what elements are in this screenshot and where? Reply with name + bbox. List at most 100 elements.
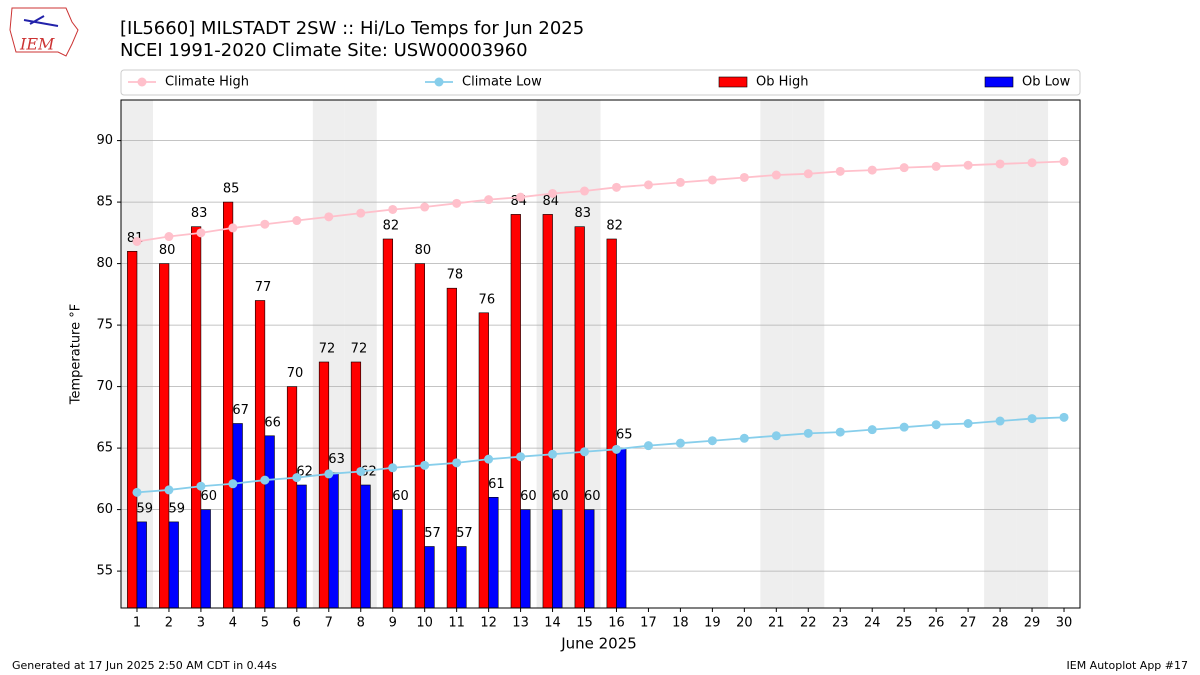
point: [803, 428, 813, 438]
point: [995, 159, 1005, 169]
chart-subtitle: NCEI 1991-2020 Climate Site: USW00003960: [120, 40, 528, 61]
value-label: 84: [542, 194, 559, 209]
point: [580, 186, 590, 196]
point: [835, 166, 845, 176]
point: [899, 163, 909, 173]
point: [324, 212, 334, 222]
x-tick-label: 8: [357, 616, 365, 631]
value-label: 83: [191, 206, 208, 221]
legend-frame: [120, 69, 1081, 96]
y-tick-label: 80: [96, 256, 113, 271]
weekend-shade: [792, 100, 825, 608]
x-tick-label: 6: [293, 616, 301, 631]
x-tick-label: 15: [576, 616, 593, 631]
bar: [414, 263, 425, 609]
value-label: 59: [137, 501, 154, 516]
point: [516, 452, 526, 462]
point: [899, 422, 909, 432]
legend-label: Ob Low: [1022, 75, 1071, 90]
bar: [191, 226, 202, 609]
logo-outline: [9, 7, 79, 57]
x-tick-label: 12: [480, 616, 497, 631]
point: [484, 454, 494, 464]
point: [771, 431, 781, 441]
legend-swatch: [718, 76, 748, 88]
y-tick-label: 60: [96, 502, 113, 517]
point: [643, 180, 653, 190]
logo-mark: [23, 15, 59, 27]
point: [867, 165, 877, 175]
value-label: 85: [223, 182, 240, 197]
x-tick-label: 26: [928, 616, 945, 631]
point: [484, 195, 494, 205]
point: [867, 425, 877, 435]
value-label: 62: [360, 464, 377, 479]
point: [963, 160, 973, 170]
point: [356, 208, 366, 218]
line: [136, 416, 1065, 494]
x-tick-label: 5: [261, 616, 269, 631]
x-tick-label: 30: [1056, 616, 1073, 631]
point: [931, 420, 941, 430]
point: [675, 177, 685, 187]
point: [707, 436, 717, 446]
x-tick-label: 19: [704, 616, 721, 631]
value-label: 66: [264, 415, 281, 430]
bar: [510, 214, 521, 609]
point: [995, 416, 1005, 426]
point: [196, 481, 206, 491]
point: [388, 463, 398, 473]
point: [164, 485, 174, 495]
bar: [360, 484, 371, 609]
point: [452, 198, 462, 208]
point: [292, 216, 302, 226]
point: [675, 438, 685, 448]
legend-label: Climate Low: [462, 75, 542, 90]
y-tick-label: 75: [96, 318, 113, 333]
point: [803, 169, 813, 179]
x-tick-label: 21: [768, 616, 785, 631]
value-label: 61: [488, 477, 505, 492]
bar: [328, 472, 339, 609]
bar: [574, 226, 585, 609]
value-label: 82: [383, 218, 400, 233]
value-label: 82: [606, 218, 623, 233]
y-tick-label: 90: [96, 133, 113, 148]
logo-text: IEM: [19, 35, 55, 54]
bar: [488, 496, 499, 609]
footer-left: Generated at 17 Jun 2025 2:50 AM CDT in …: [12, 659, 277, 672]
bar: [286, 386, 298, 609]
y-axis-label: Temperature °F: [69, 304, 84, 405]
value-label: 57: [424, 526, 441, 541]
line: [136, 160, 1065, 243]
x-tick-label: 10: [416, 616, 433, 631]
point: [420, 460, 430, 470]
point: [292, 473, 302, 483]
point: [963, 418, 973, 428]
x-tick-label: 18: [672, 616, 689, 631]
x-tick-label: 25: [896, 616, 913, 631]
x-tick-label: 22: [800, 616, 817, 631]
value-label: 80: [159, 243, 176, 258]
point: [643, 441, 653, 451]
bar: [382, 238, 394, 609]
x-tick-label: 28: [992, 616, 1009, 631]
bar: [296, 484, 307, 609]
bar: [446, 287, 457, 609]
bar: [552, 509, 563, 609]
y-tick-label: 70: [96, 379, 113, 394]
value-label: 67: [232, 403, 249, 418]
point: [1027, 158, 1037, 168]
point: [228, 479, 238, 489]
chart-title: [IL5660] MILSTADT 2SW :: Hi/Lo Temps for…: [120, 18, 584, 39]
x-tick-label: 16: [608, 616, 625, 631]
point: [739, 433, 749, 443]
bar: [392, 509, 403, 609]
value-label: 72: [351, 341, 368, 356]
point: [548, 449, 558, 459]
weekend-shade: [1016, 100, 1049, 608]
x-tick-label: 1: [133, 616, 141, 631]
value-label: 60: [584, 489, 601, 504]
x-tick-label: 17: [640, 616, 657, 631]
